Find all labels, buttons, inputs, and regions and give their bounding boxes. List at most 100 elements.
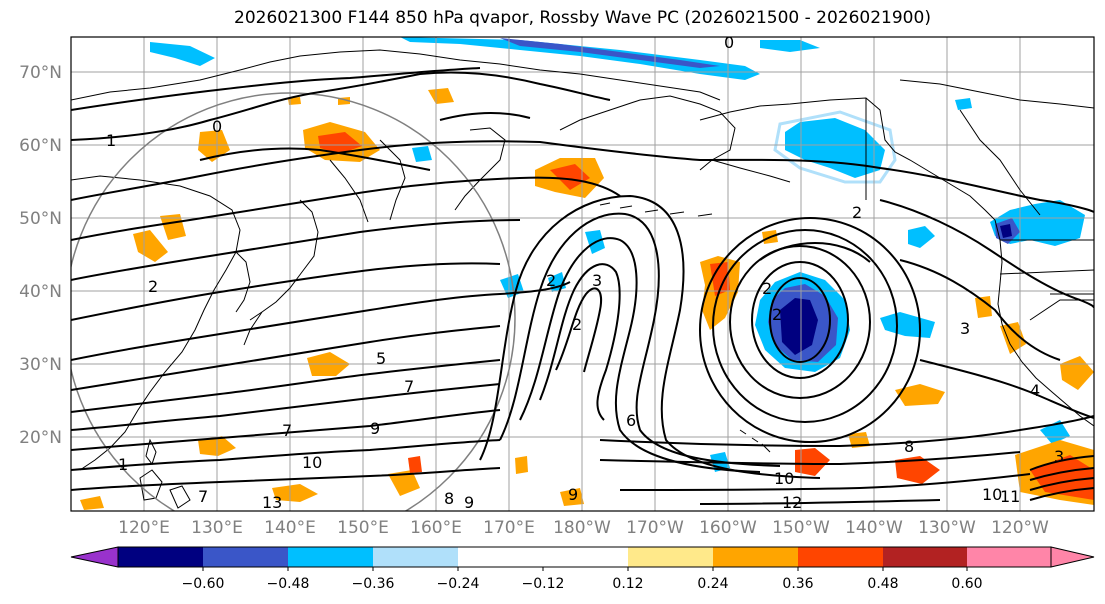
colorbar-tick-label: −0.24 <box>437 576 480 592</box>
contour-label: 0 <box>212 117 222 136</box>
shade-pos-11 <box>895 456 940 484</box>
shade-pos-14 <box>388 470 420 496</box>
colorbar-border <box>117 546 1052 568</box>
lon-label: 150°E <box>337 518 389 538</box>
contour-label: 0 <box>724 33 734 52</box>
contour-lines <box>71 67 1094 505</box>
colorbar-segment <box>883 547 967 567</box>
lat-label-20n: 20°N <box>19 428 62 448</box>
contour-label: 9 <box>464 493 474 512</box>
contour-label: 8 <box>444 489 454 508</box>
coastlines <box>71 49 1094 509</box>
longitude-labels: 120°E 130°E 140°E 150°E 160°E 170°E 180°… <box>118 518 1049 538</box>
shade-arctic-west <box>150 42 215 66</box>
colorbar-tick-label: −0.60 <box>182 576 225 592</box>
contour-label: 7 <box>198 487 208 506</box>
shade-blue-2 <box>908 226 935 248</box>
contour-label: 2 <box>546 271 556 290</box>
lon-label: 130°E <box>191 518 243 538</box>
colorbar-segment <box>713 547 798 567</box>
contour-label: 5 <box>376 349 386 368</box>
colorbar-segment <box>118 547 203 567</box>
contour-labels: 1 0 0 2 2 2 3 2 2 2 5 7 7 9 10 6 8 10 12… <box>106 33 1064 512</box>
map-border <box>70 36 1095 512</box>
colorbar-tick-label: 0.12 <box>612 576 643 592</box>
contour-label: 2 <box>148 277 158 296</box>
colorbar: −0.60 −0.48 −0.36 −0.24 −0.12 0.12 0.24 … <box>70 546 1095 592</box>
shade-pos-13 <box>272 484 318 502</box>
colorbar-segment <box>373 547 458 567</box>
colorbar-segment <box>458 547 543 567</box>
lat-label-60n: 60°N <box>19 136 62 156</box>
lon-label: 140°W <box>845 518 903 538</box>
contour-label: 4 <box>1030 381 1040 400</box>
shade-arctic-core <box>500 38 720 68</box>
colorbar-tick-label: 0.60 <box>951 576 982 592</box>
lon-label: 160°W <box>699 518 757 538</box>
contour-label: 1 <box>106 131 116 150</box>
contour-label: 8 <box>904 437 914 456</box>
shade-cyclone-core <box>780 298 818 355</box>
contour-label: 10 <box>774 469 794 488</box>
contour-label: 3 <box>960 319 970 338</box>
colorbar-extend-high <box>1050 546 1095 568</box>
colorbar-segment <box>628 547 713 567</box>
colorbar-tick-label: −0.48 <box>267 576 310 592</box>
colorbar-tick-label: 0.48 <box>867 576 898 592</box>
colorbar-tick-label: 0.24 <box>697 576 728 592</box>
lon-label: 140°E <box>264 518 316 538</box>
contour-label: 2 <box>762 279 772 298</box>
shade-blue-6 <box>412 146 432 162</box>
map-content: 1 0 0 2 2 2 3 2 2 2 5 7 7 9 10 6 8 10 12… <box>71 33 1094 512</box>
map-title: 2026021300 F144 850 hPa qvapor, Rossby W… <box>234 8 931 28</box>
shade-pos-25 <box>408 456 422 473</box>
shade-pos-4-core <box>710 262 730 296</box>
contour-label: 3 <box>1054 447 1064 466</box>
lat-lon-gridlines <box>71 37 1094 511</box>
contour-label: 10 <box>302 453 322 472</box>
colorbar-extend-low <box>70 546 119 568</box>
lon-label: 170°W <box>626 518 684 538</box>
shade-pos-20 <box>560 488 584 506</box>
colorbar-tick-label: −0.36 <box>352 576 395 592</box>
shade-gulf-alaska <box>785 118 885 178</box>
shade-pos-3-core <box>550 164 590 190</box>
lat-label-30n: 30°N <box>19 355 62 375</box>
contour-label: 13 <box>262 493 282 512</box>
reference-circle <box>71 92 516 511</box>
latitude-labels: 70°N 60°N 50°N 40°N 30°N 20°N <box>19 63 62 448</box>
shade-pos-22 <box>288 97 301 105</box>
colorbar-ticks <box>202 567 968 571</box>
contour-label: 1 <box>118 455 128 474</box>
shade-pos-5 <box>160 214 186 240</box>
shade-blue-8 <box>1040 420 1070 444</box>
shade-arctic-east <box>760 40 820 52</box>
lon-label: 180°W <box>553 518 611 538</box>
contour-label: 6 <box>626 411 636 430</box>
shade-gulf-alaska-light <box>773 110 897 184</box>
contour-label: 3 <box>592 271 602 290</box>
lon-label: 130°W <box>918 518 976 538</box>
contour-label: 7 <box>282 421 292 440</box>
contour-label: 2 <box>572 315 582 334</box>
shade-pos-16 <box>975 296 992 318</box>
lat-label-40n: 40°N <box>19 282 62 302</box>
colorbar-segment <box>203 547 288 567</box>
colorbar-segment <box>798 547 883 567</box>
lon-label: 170°E <box>483 518 535 538</box>
lon-label: 150°W <box>772 518 830 538</box>
shade-pos-2 <box>198 130 230 162</box>
lon-label: 160°E <box>410 518 462 538</box>
contour-label: 2 <box>852 203 862 222</box>
shade-pos-18 <box>428 88 454 104</box>
lon-label: 120°W <box>991 518 1049 538</box>
contour-label: 2 <box>772 305 782 324</box>
contour-label: 12 <box>782 493 802 512</box>
contour-label: 9 <box>568 485 578 504</box>
shade-pos-19 <box>848 432 870 448</box>
contour-label: 7 <box>404 377 414 396</box>
shade-pos-26 <box>80 496 104 510</box>
lat-label-50n: 50°N <box>19 209 62 229</box>
colorbar-tick-label: −0.12 <box>522 576 565 592</box>
